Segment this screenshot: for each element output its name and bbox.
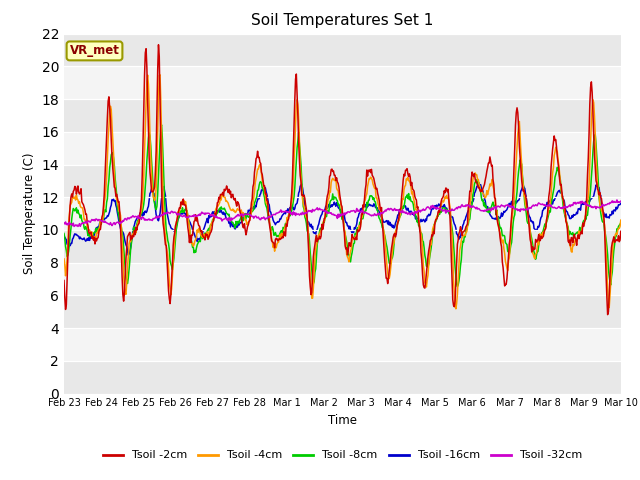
Bar	[64, 99, 621, 132]
Tsoil -8cm	[428, 246, 435, 252]
Title: Soil Temperatures Set 1: Soil Temperatures Set 1	[252, 13, 433, 28]
Tsoil -4cm	[70, 195, 78, 201]
Tsoil -8cm	[185, 217, 193, 223]
Tsoil -2cm	[617, 228, 625, 234]
Tsoil -8cm	[60, 230, 68, 236]
Tsoil -8cm	[454, 284, 461, 289]
Tsoil -32cm	[185, 215, 193, 220]
Bar	[64, 295, 621, 328]
Tsoil -2cm	[127, 233, 135, 239]
Tsoil -2cm	[411, 193, 419, 199]
Tsoil -8cm	[617, 220, 625, 226]
Tsoil -8cm	[127, 240, 135, 246]
Text: VR_met: VR_met	[70, 44, 120, 58]
Tsoil -4cm	[214, 203, 222, 209]
Tsoil -8cm	[214, 209, 222, 215]
Line: Tsoil -16cm: Tsoil -16cm	[64, 183, 621, 255]
Tsoil -8cm	[411, 209, 419, 215]
Tsoil -4cm	[452, 306, 460, 312]
Tsoil -4cm	[185, 219, 193, 225]
Tsoil -32cm	[71, 223, 79, 228]
Tsoil -4cm	[60, 256, 68, 262]
Tsoil -4cm	[127, 236, 135, 242]
Bar	[64, 66, 621, 99]
Tsoil -4cm	[428, 242, 435, 248]
Tsoil -16cm	[70, 233, 78, 239]
Tsoil -4cm	[411, 202, 419, 207]
X-axis label: Time: Time	[328, 414, 357, 427]
Tsoil -2cm	[70, 187, 78, 193]
Tsoil -16cm	[594, 180, 602, 186]
Tsoil -16cm	[617, 201, 625, 206]
Tsoil -32cm	[411, 208, 419, 214]
Tsoil -16cm	[411, 212, 419, 218]
Bar	[64, 263, 621, 295]
Tsoil -2cm	[604, 312, 611, 317]
Tsoil -16cm	[124, 252, 132, 258]
Y-axis label: Soil Temperature (C): Soil Temperature (C)	[23, 153, 36, 275]
Bar	[64, 132, 621, 165]
Tsoil -2cm	[214, 199, 222, 205]
Tsoil -4cm	[156, 72, 164, 78]
Bar	[64, 34, 621, 66]
Tsoil -16cm	[60, 234, 68, 240]
Tsoil -4cm	[617, 217, 625, 223]
Line: Tsoil -4cm: Tsoil -4cm	[64, 75, 621, 309]
Tsoil -2cm	[60, 277, 68, 283]
Line: Tsoil -2cm: Tsoil -2cm	[64, 45, 621, 314]
Line: Tsoil -32cm: Tsoil -32cm	[64, 200, 621, 227]
Tsoil -32cm	[60, 220, 68, 226]
Tsoil -32cm	[617, 198, 625, 204]
Bar	[64, 328, 621, 361]
Tsoil -16cm	[185, 217, 193, 223]
Tsoil -16cm	[428, 208, 435, 214]
Line: Tsoil -8cm: Tsoil -8cm	[64, 125, 621, 287]
Tsoil -32cm	[128, 214, 136, 219]
Legend: Tsoil -2cm, Tsoil -4cm, Tsoil -8cm, Tsoil -16cm, Tsoil -32cm: Tsoil -2cm, Tsoil -4cm, Tsoil -8cm, Tsoi…	[99, 446, 586, 465]
Tsoil -2cm	[428, 237, 435, 242]
Tsoil -2cm	[185, 231, 193, 237]
Tsoil -32cm	[70, 224, 78, 229]
Tsoil -16cm	[214, 209, 222, 215]
Tsoil -32cm	[214, 215, 222, 221]
Tsoil -32cm	[428, 203, 435, 209]
Bar	[64, 197, 621, 230]
Tsoil -2cm	[155, 42, 163, 48]
Tsoil -16cm	[128, 234, 136, 240]
Bar	[64, 165, 621, 197]
Bar	[64, 361, 621, 394]
Bar	[64, 230, 621, 263]
Tsoil -32cm	[613, 197, 621, 203]
Tsoil -8cm	[70, 207, 78, 213]
Tsoil -8cm	[157, 122, 165, 128]
